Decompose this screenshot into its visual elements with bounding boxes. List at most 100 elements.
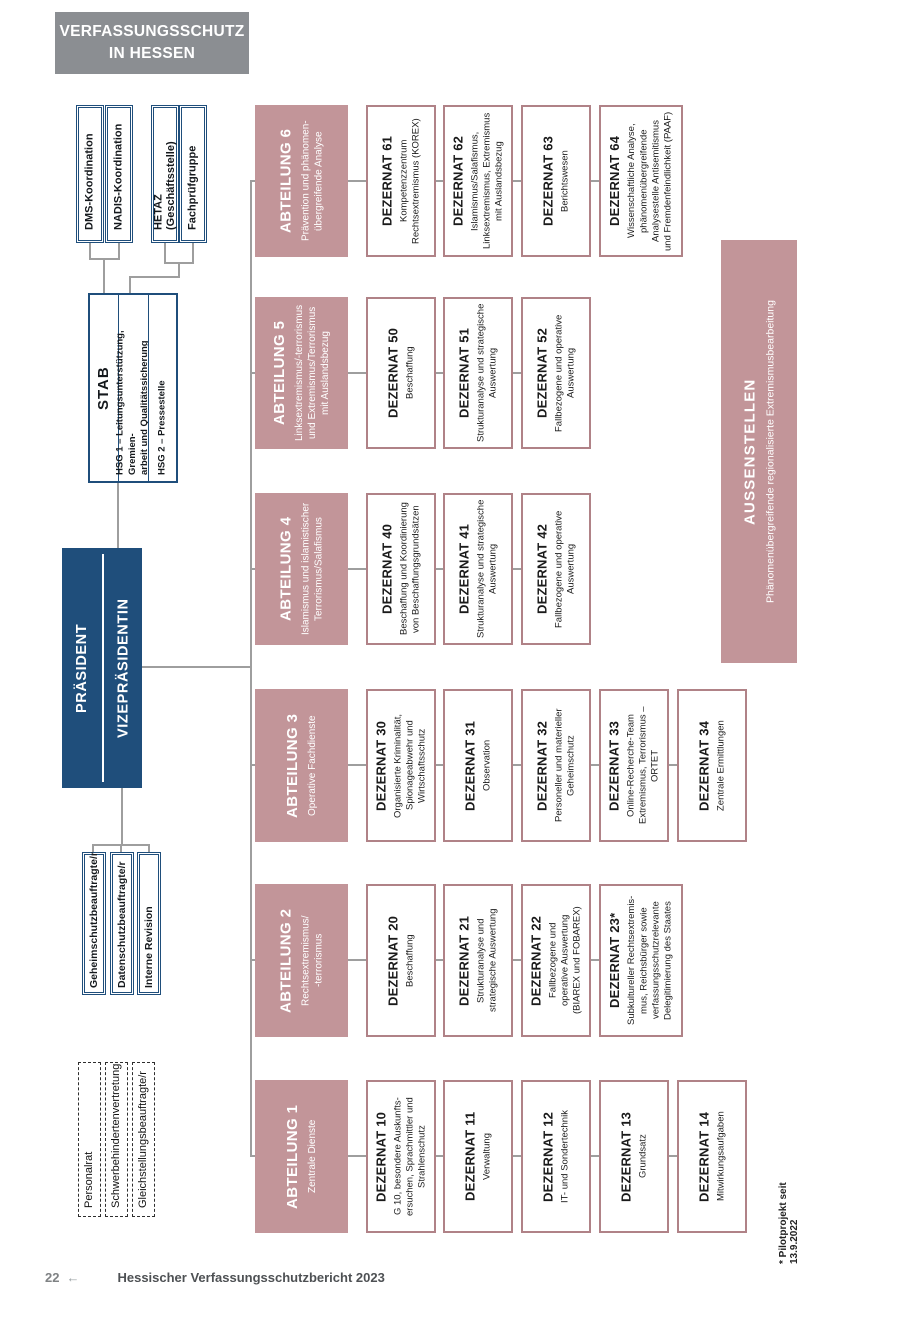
dezernat-64-box: DEZERNAT 64 Wissenschaftliche Analyse, p…: [599, 105, 683, 257]
abteilung-title: ABTEILUNG 1: [284, 1104, 301, 1209]
dezernat-subtitle: Beschaffung: [404, 346, 416, 400]
abteilung-subtitle: Linksextremismus/-terrorismus und Extrem…: [294, 304, 331, 442]
footnote: * Pilotprojekt seit 13.9.2022: [778, 1136, 800, 1266]
dezernat-subtitle: Strukturanalyse und strategische Auswert…: [475, 908, 499, 1013]
dezernat-subtitle: G 10, besondere Auskunfts- ersuchen, Spr…: [392, 1097, 428, 1216]
connector-line: [178, 262, 180, 278]
dezernat-subtitle: Fallbezogene und operative Auswertung (B…: [547, 906, 583, 1015]
president-divider: [102, 554, 104, 782]
dezernat-subtitle: Observation: [481, 739, 493, 792]
dezernat-10-box: DEZERNAT 10 G 10, besondere Auskunfts- e…: [366, 1080, 436, 1233]
dezernat-51-box: DEZERNAT 51 Strukturanalyse und strategi…: [443, 297, 513, 449]
footnote-label: * Pilotprojekt seit 13.9.2022: [778, 1182, 800, 1264]
dezernat-subtitle: Subkultureller Rechtsextremis- mus, Reic…: [626, 895, 674, 1026]
dezernat-title: DEZERNAT 32: [534, 720, 550, 811]
abteilung-subtitle: Operative Fachdienste: [307, 715, 318, 816]
dezernat-30-box: DEZERNAT 30 Organisierte Kriminalität, S…: [366, 689, 436, 842]
connector-line: [591, 180, 599, 182]
dezernat-title: DEZERNAT 12: [540, 1111, 556, 1202]
page-footer: 22 ← Hessischer Verfassungsschutzbericht…: [45, 1270, 385, 1285]
abteilung-title: ABTEILUNG 6: [277, 128, 295, 234]
report-title: Hessischer Verfassungsschutzbericht 2023: [117, 1270, 385, 1285]
aussenstellen-subtitle: Phänomenübergreifende regionalisierte Ex…: [764, 300, 777, 603]
connector-line: [436, 568, 443, 570]
brand-box: VERFASSUNGSSCHUTZ IN HESSEN: [55, 12, 249, 74]
abteilung-2-band: ABTEILUNG 2 Rechtsextremismus/ -terroris…: [0, 884, 900, 1037]
connector-line: [348, 372, 366, 374]
dezernat-subtitle: Grundsatz: [637, 1134, 649, 1179]
connector-line: [250, 181, 252, 1156]
connector-line: [436, 959, 443, 961]
dezernat-subtitle: IT- und Sondertechnik: [559, 1110, 571, 1203]
connector-line: [436, 372, 443, 374]
abteilung-title: ABTEILUNG 5: [271, 320, 288, 426]
dezernat-subtitle: Organisierte Kriminalität, Spionageabweh…: [392, 713, 428, 818]
dezernat-title: DEZERNAT 22: [528, 915, 544, 1006]
dezernat-subtitle: Berichtswesen: [559, 150, 571, 212]
connector-line: [129, 276, 180, 278]
dezernat-subtitle: Personeller und materieller Geheimschutz: [553, 708, 577, 823]
connector-line: [348, 180, 366, 182]
dezernat-34-box: DEZERNAT 34 Zentrale Ermittlungen: [677, 689, 747, 842]
abteilung-title: ABTEILUNG 4: [277, 516, 295, 622]
connector-line: [348, 764, 366, 766]
dezernat-subtitle: Kompetenzzentrum Rechtsextremismus (KORE…: [398, 118, 422, 244]
connector-line: [250, 959, 256, 961]
abteilung-subtitle: Zentrale Dienste: [307, 1119, 318, 1194]
dezernat-title: DEZERNAT 13: [618, 1111, 634, 1202]
dezernat-title: DEZERNAT 52: [534, 327, 550, 419]
dezernat-12-box: DEZERNAT 12 IT- und Sondertechnik: [521, 1080, 591, 1233]
dezernat-subtitle: Islamismus/Salafismus, Linksextremismus,…: [469, 112, 505, 250]
aussenstellen-title: AUSSENSTELLEN: [741, 378, 759, 525]
dezernat-subtitle: Online-Recherche-Team Extremismus, Terro…: [625, 706, 661, 825]
dezernat-42-box: DEZERNAT 42 Fallbezogene und operative A…: [521, 493, 591, 645]
connector-line: [513, 568, 521, 570]
abteilung-subtitle: Rechtsextremismus/ -terrorismus: [300, 915, 325, 1006]
connector-line: [103, 258, 105, 294]
connector-line: [117, 483, 119, 549]
back-arrow-icon: ←: [66, 1270, 80, 1285]
connector-line: [348, 959, 366, 961]
dezernat-title: DEZERNAT 21: [456, 915, 472, 1006]
dezernat-21-box: DEZERNAT 21 Strukturanalyse und strategi…: [443, 884, 513, 1037]
dezernat-title: DEZERNAT 14: [696, 1111, 712, 1202]
connector-line: [513, 764, 521, 766]
dezernat-title: DEZERNAT 40: [379, 523, 395, 615]
connector-line: [591, 959, 599, 961]
stab-divider: [147, 295, 149, 481]
dezernat-title: DEZERNAT 64: [607, 135, 623, 227]
abteilung-5-header: ABTEILUNG 5 Linksextremismus/-terrorismu…: [255, 297, 348, 449]
dezernat-subtitle: Beschaffung: [404, 934, 416, 987]
dezernat-63-box: DEZERNAT 63 Berichtswesen: [521, 105, 591, 257]
aussenstellen-box: AUSSENSTELLEN Phänomenübergreifende regi…: [721, 240, 797, 663]
connector-line: [591, 764, 599, 766]
abteilung-6-band: ABTEILUNG 6 Prävention und phänomen- übe…: [0, 105, 900, 257]
abteilung-1-band: ABTEILUNG 1 Zentrale Dienste DEZERNAT 10…: [0, 1080, 900, 1233]
dezernat-14-box: DEZERNAT 14 Mitwirkungsaufgaben: [677, 1080, 747, 1233]
dezernat-20-box: DEZERNAT 20 Beschaffung: [366, 884, 436, 1037]
dezernat-50-box: DEZERNAT 50 Beschaffung: [366, 297, 436, 449]
abteilung-3-band: ABTEILUNG 3 Operative Fachdienste DEZERN…: [0, 689, 900, 842]
connector-line: [591, 1155, 599, 1157]
connector-line: [118, 243, 120, 259]
connector-line: [250, 568, 256, 570]
dezernat-title: DEZERNAT 23*: [607, 912, 623, 1009]
abteilung-3-header: ABTEILUNG 3 Operative Fachdienste: [255, 689, 348, 842]
connector-line: [250, 764, 256, 766]
connector-line: [89, 243, 91, 259]
dezernat-title: DEZERNAT 51: [456, 327, 472, 419]
dezernat-11-box: DEZERNAT 11 Verwaltung: [443, 1080, 513, 1233]
connector-line: [121, 788, 123, 845]
connector-line: [436, 180, 443, 182]
dezernat-title: DEZERNAT 41: [456, 523, 472, 615]
president-box: PRÄSIDENT VIZEPRÄSIDENTIN: [62, 548, 142, 788]
stab-box: STAB HSG 1 – Leitungsunterstützung, Grem…: [88, 293, 178, 483]
dezernat-title: DEZERNAT 20: [385, 915, 401, 1006]
abteilung-subtitle: Islamismus und islamistischer Terrorismu…: [300, 502, 325, 636]
dezernat-title: DEZERNAT 34: [696, 720, 712, 811]
dezernat-title: DEZERNAT 30: [373, 720, 389, 811]
abteilung-subtitle: Prävention und phänomen- übergreifende A…: [300, 120, 325, 242]
abteilung-2-header: ABTEILUNG 2 Rechtsextremismus/ -terroris…: [255, 884, 348, 1037]
dezernat-33-box: DEZERNAT 33 Online-Recherche-Team Extrem…: [599, 689, 669, 842]
